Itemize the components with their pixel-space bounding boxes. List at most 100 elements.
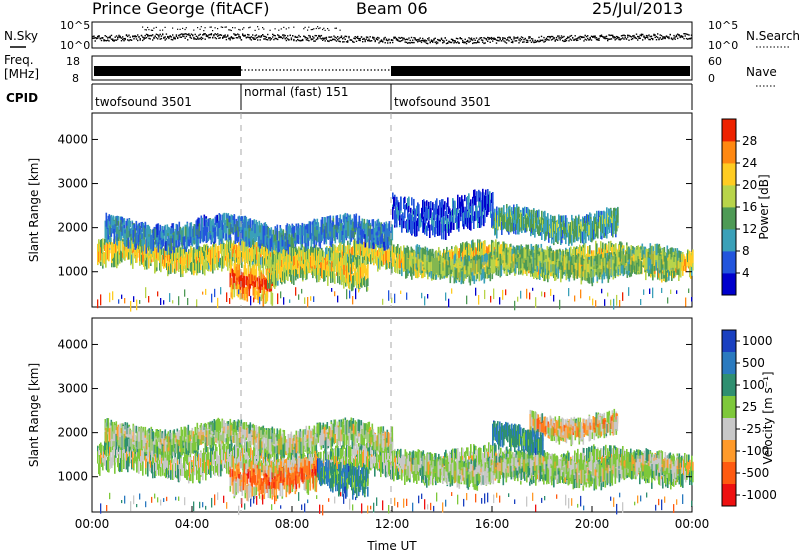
nsky-dot [287, 35, 288, 36]
nsky-dot [458, 43, 459, 44]
nsky-dot [290, 35, 291, 36]
nsky-dot [197, 38, 198, 39]
nsky-dot [636, 34, 637, 35]
nsky-dot [360, 38, 361, 39]
nsky-dot [95, 40, 96, 41]
cpid-segment-1: twofsound 3501 [95, 95, 192, 109]
nsky-dot [356, 37, 357, 38]
nsky-dot [251, 39, 252, 40]
nsky-dot [467, 40, 468, 41]
nsky-dot [151, 35, 152, 36]
nsky-dot [596, 39, 597, 40]
nsky-dot [552, 39, 553, 40]
nsky-dot [538, 41, 539, 42]
nsky-dot [415, 38, 416, 39]
nsky-dot [257, 37, 258, 38]
freq-bar-1 [94, 66, 241, 76]
nsky-dot [661, 35, 662, 36]
nsky-dot [641, 34, 642, 35]
nsky-dot [622, 35, 623, 36]
nsky-dot [378, 42, 379, 43]
nsky-dot [562, 40, 563, 41]
nsky-dot [490, 38, 491, 39]
nsky-dot [110, 37, 111, 38]
nsky-dot [485, 42, 486, 43]
nsky-dot [543, 37, 544, 38]
nsearch-dot [240, 29, 241, 30]
nsky-dot [396, 38, 397, 39]
nsky-dot [166, 38, 167, 39]
nsky-dot [213, 35, 214, 36]
nsky-dot [326, 37, 327, 38]
nsky-dot [273, 35, 274, 36]
nsky-dot [173, 37, 174, 38]
nsearch-dot [293, 27, 294, 28]
nsky-dot [208, 34, 209, 35]
nsky-dot [457, 38, 458, 39]
nsky-dot [350, 39, 351, 40]
nsky-dot [168, 36, 169, 37]
nsky-dot [132, 36, 133, 37]
nsky-dot [638, 38, 639, 39]
nsky-dot [186, 36, 187, 37]
freq-right-tick-top: 60 [708, 55, 722, 68]
nsky-dot [373, 37, 374, 38]
nsky-dot [275, 35, 276, 36]
nsky-dot [577, 40, 578, 41]
nsky-dot [500, 37, 501, 38]
nsky-dot [338, 38, 339, 39]
nsky-dot [437, 39, 438, 40]
nsky-dot [286, 37, 287, 38]
nsky-dot [150, 35, 151, 36]
nsearch-dot [222, 27, 223, 28]
nsky-dot [668, 36, 669, 37]
nsearch-dot [226, 26, 227, 27]
nsky-dot [233, 33, 234, 34]
nsky-left-tick-bottom: 10^0 [60, 39, 90, 52]
nsky-dot [397, 39, 398, 40]
nsky-dot [456, 42, 457, 43]
scatter-cell [272, 293, 274, 306]
nsky-dot [428, 39, 429, 40]
nsky-dot [431, 41, 432, 42]
nsky-dot [120, 36, 121, 37]
nsky-dot [423, 40, 424, 41]
nsky-dot [515, 37, 516, 38]
nsky-dot [211, 34, 212, 35]
nsky-dot [248, 34, 249, 35]
nsky-dot [522, 37, 523, 38]
nsky-dot [568, 40, 569, 41]
nsky-dot [671, 38, 672, 39]
nsearch-dot [215, 27, 216, 28]
nsky-dot [311, 39, 312, 40]
nsky-dot [298, 40, 299, 41]
scatter-cell [297, 267, 299, 274]
nsky-dot [513, 38, 514, 39]
nsearch-label: N.Search [746, 29, 800, 43]
nsky-dot [500, 39, 501, 40]
nsky-dot [283, 34, 284, 35]
nsky-dot [112, 39, 113, 40]
nsky-dot [413, 42, 414, 43]
nsky-dot [202, 34, 203, 35]
nsky-dot [457, 41, 458, 42]
nsky-dot [608, 39, 609, 40]
nsky-dot [427, 43, 428, 44]
nsky-dot [308, 40, 309, 41]
date-title: 25/Jul/2013 [592, 0, 683, 18]
nsky-dot [206, 36, 207, 37]
nsearch-dot [250, 27, 251, 28]
cpid-segment-2: normal (fast) 151 [244, 85, 348, 99]
nsky-dot [281, 37, 282, 38]
nsky-dot [688, 34, 689, 35]
nsearch-dot [180, 29, 181, 30]
nsky-dot [491, 39, 492, 40]
nsky-dot [520, 38, 521, 39]
nsky-dot [332, 39, 333, 40]
nsky-dot [263, 38, 264, 39]
nsky-dot [416, 40, 417, 41]
nsky-dot [400, 41, 401, 42]
nsky-dot [125, 38, 126, 39]
nsky-dot [511, 42, 512, 43]
cpid-strip: CPID twofsound 3501 normal (fast) 151 tw… [6, 84, 692, 110]
